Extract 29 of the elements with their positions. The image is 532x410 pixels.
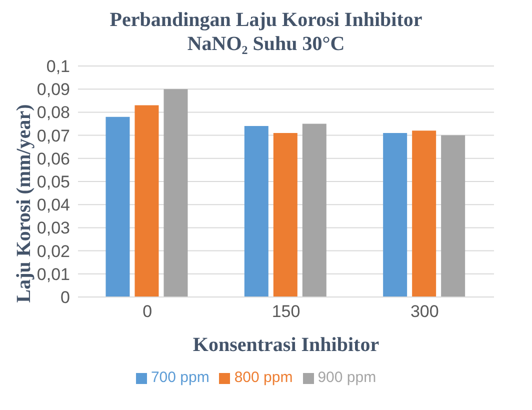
legend-label: 900 ppm — [318, 369, 376, 386]
y-tick-label: 0,04 — [36, 196, 70, 215]
bar — [383, 132, 408, 297]
y-tick-label: 0 — [60, 288, 70, 308]
y-tick-label: 0,05 — [36, 172, 70, 192]
bar — [106, 116, 130, 297]
x-tick-label: 300 — [410, 302, 439, 322]
y-tick-label: 0,02 — [36, 242, 70, 261]
y-axis-title: Laju Korosi (mm/year) — [12, 104, 36, 302]
x-tick-label: 0 — [142, 302, 152, 322]
legend-label: 700 ppm — [150, 369, 210, 386]
bar — [412, 130, 436, 297]
bar — [244, 126, 268, 297]
bar — [441, 135, 466, 297]
chart-title: Perbandingan Laju Korosi Inhibitor NaNO₂ Suhu 30°C — [108, 8, 424, 56]
bar — [302, 124, 326, 297]
y-tick-label: 0,07 — [36, 126, 70, 146]
bar — [134, 105, 159, 297]
y-tick-label: 0,01 — [36, 264, 70, 284]
y-tick-label: 0,08 — [36, 103, 70, 122]
bar — [164, 89, 188, 297]
bar — [273, 132, 298, 297]
x-axis-title: Konsentrasi Inhibitor — [192, 334, 380, 356]
legend-label: 800 ppm — [234, 369, 293, 386]
x-tick-label: 150 — [272, 302, 300, 322]
y-tick-label: 0,06 — [36, 149, 70, 168]
y-tick-label: 0,1 — [46, 57, 70, 76]
y-tick-label: 0,03 — [36, 218, 70, 238]
y-tick-label: 0,09 — [36, 80, 70, 100]
